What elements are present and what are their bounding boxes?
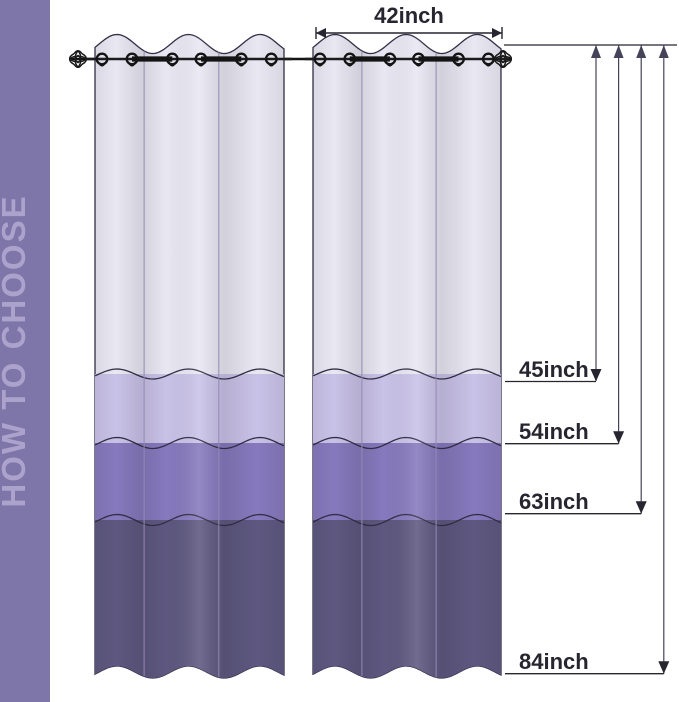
svg-text:63inch: 63inch — [519, 489, 589, 514]
svg-text:84inch: 84inch — [519, 649, 589, 674]
svg-text:54inch: 54inch — [519, 419, 589, 444]
svg-text:42inch: 42inch — [374, 3, 444, 28]
svg-text:45inch: 45inch — [519, 357, 589, 382]
svg-text:HOW TO CHOOSE: HOW TO CHOOSE — [0, 194, 32, 507]
